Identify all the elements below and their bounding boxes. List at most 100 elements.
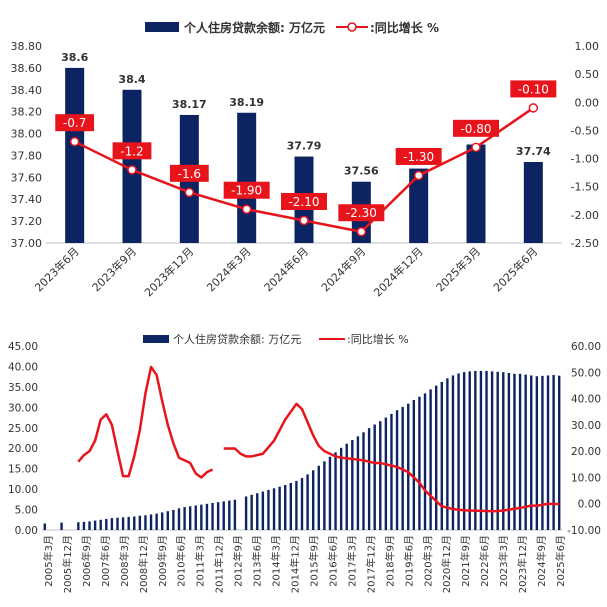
bar	[323, 461, 326, 530]
growth-line	[223, 402, 560, 513]
growth-marker	[299, 215, 309, 226]
bar	[216, 502, 220, 530]
x-tick-label: 2023年6月	[32, 244, 82, 294]
x-tick-label: 2008年12月	[137, 535, 150, 593]
bar	[295, 480, 298, 530]
bar	[479, 370, 483, 530]
bar	[278, 486, 281, 530]
x-tick-label: 2014年12月	[289, 535, 302, 593]
growth-data-label: -1.90	[231, 184, 262, 198]
left-tick-label: 35.00	[8, 382, 38, 394]
legend-bar-swatch	[143, 335, 169, 343]
bar	[395, 410, 399, 530]
x-tick-label: 2021年9月	[459, 535, 472, 587]
growth-marker	[127, 165, 137, 175]
bar	[423, 393, 427, 530]
bar	[205, 503, 209, 530]
right-tick-label: -1.00	[571, 153, 599, 166]
bar	[88, 521, 91, 530]
bar-data-label: 38.19	[229, 96, 264, 109]
growth-label-box	[281, 192, 327, 210]
x-tick-label: 2011年12月	[213, 535, 226, 593]
bar	[351, 440, 354, 530]
bar	[233, 499, 237, 530]
bar	[177, 508, 181, 530]
bar	[144, 515, 147, 530]
left-tick-label: 37.40	[11, 193, 43, 206]
x-tick-label: 2022年6月	[478, 535, 491, 587]
x-tick-label: 2013年6月	[251, 535, 264, 587]
bar	[496, 371, 499, 530]
x-tick-label: 2016年6月	[326, 535, 339, 587]
bar	[222, 501, 225, 530]
legend-line-label: :同比增长 %	[370, 20, 439, 35]
growth-data-label: -2.10	[288, 195, 319, 209]
bar	[474, 370, 477, 530]
bar	[121, 517, 125, 530]
bar	[267, 489, 270, 530]
growth-label-box	[169, 164, 209, 182]
bar	[211, 503, 214, 530]
x-tick-label: 2020年12月	[440, 535, 453, 593]
growth-data-label: -0.7	[63, 116, 86, 130]
bar	[373, 424, 376, 530]
legend-line-label: :同比增长 %	[347, 332, 409, 346]
right-tick-label: 0.00	[578, 499, 601, 511]
x-tick-label: 2024年9月	[535, 535, 548, 587]
growth-line	[77, 365, 214, 479]
growth-data-label: -1.30	[403, 150, 434, 164]
bar	[524, 374, 527, 530]
x-tick-label: 2018年9月	[383, 535, 396, 587]
bar	[345, 443, 348, 530]
bar	[93, 520, 97, 530]
growth-label-box	[55, 114, 95, 132]
bar	[466, 144, 486, 243]
x-tick-label: 2023年12月	[516, 535, 529, 593]
bar	[558, 375, 561, 530]
bar	[462, 372, 466, 530]
bar	[284, 485, 287, 530]
bar	[116, 517, 119, 530]
x-tick-label: 2008年3月	[118, 535, 131, 587]
legend-bar-label: 个人住房贷款余额: 万亿元	[183, 20, 325, 35]
left-tick-label: 25.00	[8, 423, 38, 435]
growth-marker	[528, 103, 539, 113]
growth-label-box	[510, 80, 557, 98]
right-tick-label: 0.00	[575, 96, 600, 109]
bar	[188, 506, 192, 530]
growth-marker	[471, 142, 481, 153]
bar	[367, 428, 371, 530]
right-tick-label: 50.00	[571, 367, 601, 379]
bar	[502, 372, 505, 530]
left-tick-label: 37.80	[11, 149, 43, 162]
bar	[334, 452, 337, 530]
bar	[434, 385, 438, 530]
left-tick-label: 10.00	[8, 484, 38, 496]
x-tick-label: 2007年6月	[99, 535, 112, 587]
left-tick-label: 38.40	[11, 84, 43, 97]
left-tick-label: 15.00	[8, 464, 38, 476]
left-tick-label: 37.60	[11, 171, 43, 184]
bar	[552, 375, 555, 530]
left-tick-label: 20.00	[8, 443, 38, 455]
x-tick-label: 2024年9月	[318, 244, 368, 294]
left-tick-label: 30.00	[8, 402, 38, 414]
bar	[194, 505, 197, 530]
bar-data-label: 38.6	[61, 51, 88, 64]
bar	[412, 399, 416, 530]
bar	[535, 376, 539, 530]
bar	[228, 500, 231, 530]
bar	[256, 493, 259, 530]
legend-bar-swatch	[145, 22, 179, 32]
bar	[507, 372, 511, 530]
left-tick-label: 37.00	[11, 237, 43, 250]
bar	[390, 413, 393, 530]
bar	[429, 389, 432, 530]
left-tick-label: 38.60	[11, 62, 43, 75]
left-tick-label: 5.00	[15, 505, 38, 517]
bar	[183, 507, 186, 530]
right-tick-label: 0.50	[575, 68, 600, 81]
bar	[200, 504, 203, 530]
bar-data-label: 37.56	[344, 165, 379, 178]
x-tick-label: 2017年3月	[345, 535, 358, 587]
